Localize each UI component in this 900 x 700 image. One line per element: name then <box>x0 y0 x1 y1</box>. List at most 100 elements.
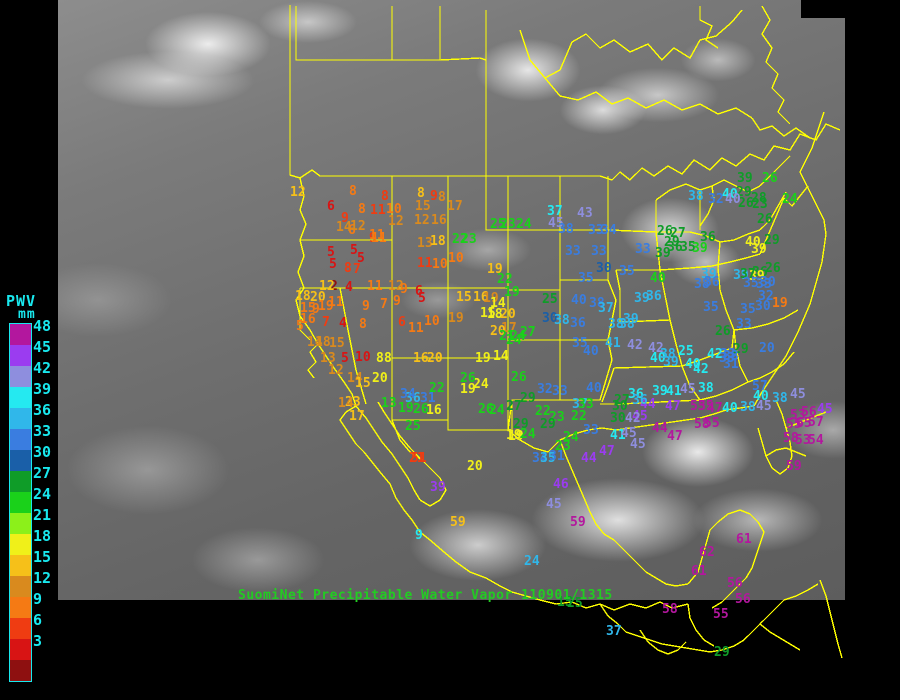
pwv-station-value: 34 <box>400 387 416 402</box>
pwv-station-value: 22 <box>571 409 587 424</box>
pwv-station-value: 8 <box>358 202 366 217</box>
pwv-station-value: 23 <box>461 232 477 247</box>
pwv-station-value: 19 <box>483 291 499 306</box>
pwv-station-value: 21 <box>409 451 425 466</box>
pwv-station-value: 46 <box>553 477 569 492</box>
pwv-station-value: 24 <box>524 554 540 569</box>
pwv-station-value: 20 <box>310 290 326 305</box>
pwv-station-value: 14 <box>336 220 352 235</box>
colorbar-tick-label: 24 <box>33 485 52 503</box>
colorbar-tick-label: 45 <box>33 338 52 356</box>
pwv-station-value: 57 <box>752 379 768 394</box>
pwv-station-value: 4 <box>345 280 353 295</box>
pwv-station-value: 36 <box>405 391 421 406</box>
pwv-station-value: 23 <box>752 197 768 212</box>
pwv-station-value: 42 <box>648 341 664 356</box>
pwv-station-value: 11 <box>371 231 387 246</box>
pwv-station-value: 36 <box>628 387 644 402</box>
pwv-station-value: 39 <box>733 268 749 283</box>
pwv-station-value: 5 <box>357 251 365 266</box>
pwv-station-value: 38 <box>740 400 756 415</box>
pwv-station-value: 18 <box>315 335 331 350</box>
pwv-station-value: 38 <box>558 222 574 237</box>
pwv-station-value: 27 <box>614 393 630 408</box>
colorbar-tick-label: 21 <box>33 506 52 524</box>
colorbar-swatch <box>10 387 31 408</box>
colorbar-swatch <box>10 534 31 555</box>
pwv-station-value: 13 <box>320 351 336 366</box>
pwv-station-value: 19 <box>487 262 503 277</box>
pwv-station-value: 19 <box>448 311 464 326</box>
pwv-station-value: 57 <box>808 415 824 430</box>
pwv-station-value: 11 <box>370 203 386 218</box>
pwv-station-value: 35 <box>572 336 588 351</box>
pwv-station-value: 61 <box>736 532 752 547</box>
pwv-station-value: 22 <box>452 232 468 247</box>
pwv-station-value: 40 <box>583 344 599 359</box>
pwv-station-value: 9 <box>430 189 438 204</box>
colorbar-swatch <box>10 513 31 534</box>
pwv-station-value: 20 <box>759 341 775 356</box>
pwv-station-value: 15 <box>329 336 345 351</box>
pwv-station-value: 15 <box>415 199 431 214</box>
pwv-station-value: 33 <box>635 242 651 257</box>
pwv-station-value: 29 <box>513 417 529 432</box>
pwv-station-value: 51 <box>411 451 427 466</box>
pwv-station-value: 4 <box>339 316 347 331</box>
pwv-station-value: 8 <box>384 351 392 366</box>
pwv-station-value: 33 <box>723 349 739 364</box>
pwv-station-value: 9 <box>312 302 320 317</box>
pwv-station-value: 33 <box>720 347 736 362</box>
pwv-station-value: 31 <box>420 391 436 406</box>
satellite-ir-background <box>58 0 845 600</box>
pwv-station-value: 40 <box>722 187 738 202</box>
pwv-station-value: 19 <box>506 428 522 443</box>
pwv-station-value: 30 <box>760 275 776 290</box>
pwv-station-value: 26 <box>715 324 731 339</box>
pwv-station-value: 5 <box>296 319 304 334</box>
pwv-station-value: 36 <box>752 265 768 280</box>
colorbar-swatch <box>10 471 31 492</box>
pwv-station-value: 12 <box>414 213 430 228</box>
pwv-station-value: 6 <box>398 315 406 330</box>
pwv-station-value: 38 <box>688 189 704 204</box>
pwv-station-value: 20 <box>490 324 506 339</box>
pwv-station-value: 40 <box>745 235 761 250</box>
pwv-station-value: 19 <box>772 296 788 311</box>
pwv-station-value: 26 <box>413 402 429 417</box>
pwv-station-value: 39 <box>655 246 671 261</box>
pwv-station-value: 39 <box>701 267 717 282</box>
pwv-station-value: 38 <box>619 317 635 332</box>
pwv-station-value: 10 <box>355 350 371 365</box>
pwv-station-value: 24 <box>520 427 536 442</box>
pwv-station-value: 22 <box>535 404 551 419</box>
pwv-station-value: 13 <box>417 236 433 251</box>
pwv-station-value: 35 <box>619 264 635 279</box>
pwv-station-value: 26 <box>738 196 754 211</box>
colorbar-tick-label <box>31 652 51 673</box>
colorbar-swatch <box>10 429 31 450</box>
pwv-station-value: 38 <box>698 381 714 396</box>
pwv-station-value: 24 <box>489 403 505 418</box>
pwv-station-value: 24 <box>473 377 489 392</box>
pwv-station-value: 26 <box>478 402 494 417</box>
pwv-station-value: 20 <box>500 307 516 322</box>
pwv-station-value: 41 <box>666 384 682 399</box>
colorbar-swatch <box>10 618 31 639</box>
pwv-station-value: 45 <box>546 497 562 512</box>
pwv-station-value: 40 <box>722 401 738 416</box>
pwv-station-value: 25 <box>405 419 421 434</box>
pwv-station-value: 14 <box>307 335 323 350</box>
pwv-station-value: 39 <box>430 480 446 495</box>
pwv-station-value: 58 <box>694 417 710 432</box>
pwv-station-value: 31 <box>549 449 565 464</box>
pwv-station-value: 23 <box>500 217 516 232</box>
colorbar-tick-label: 30 <box>33 443 52 461</box>
pwv-station-value: 39 <box>663 355 679 370</box>
pwv-station-value: 37 <box>740 267 756 282</box>
pwv-station-value: 14 <box>490 296 506 311</box>
pwv-station-value: 18 <box>487 307 503 322</box>
pwv-station-value: 41 <box>610 428 626 443</box>
pwv-station-value: 9 <box>341 211 349 226</box>
pwv-station-value: 5 <box>327 245 335 260</box>
